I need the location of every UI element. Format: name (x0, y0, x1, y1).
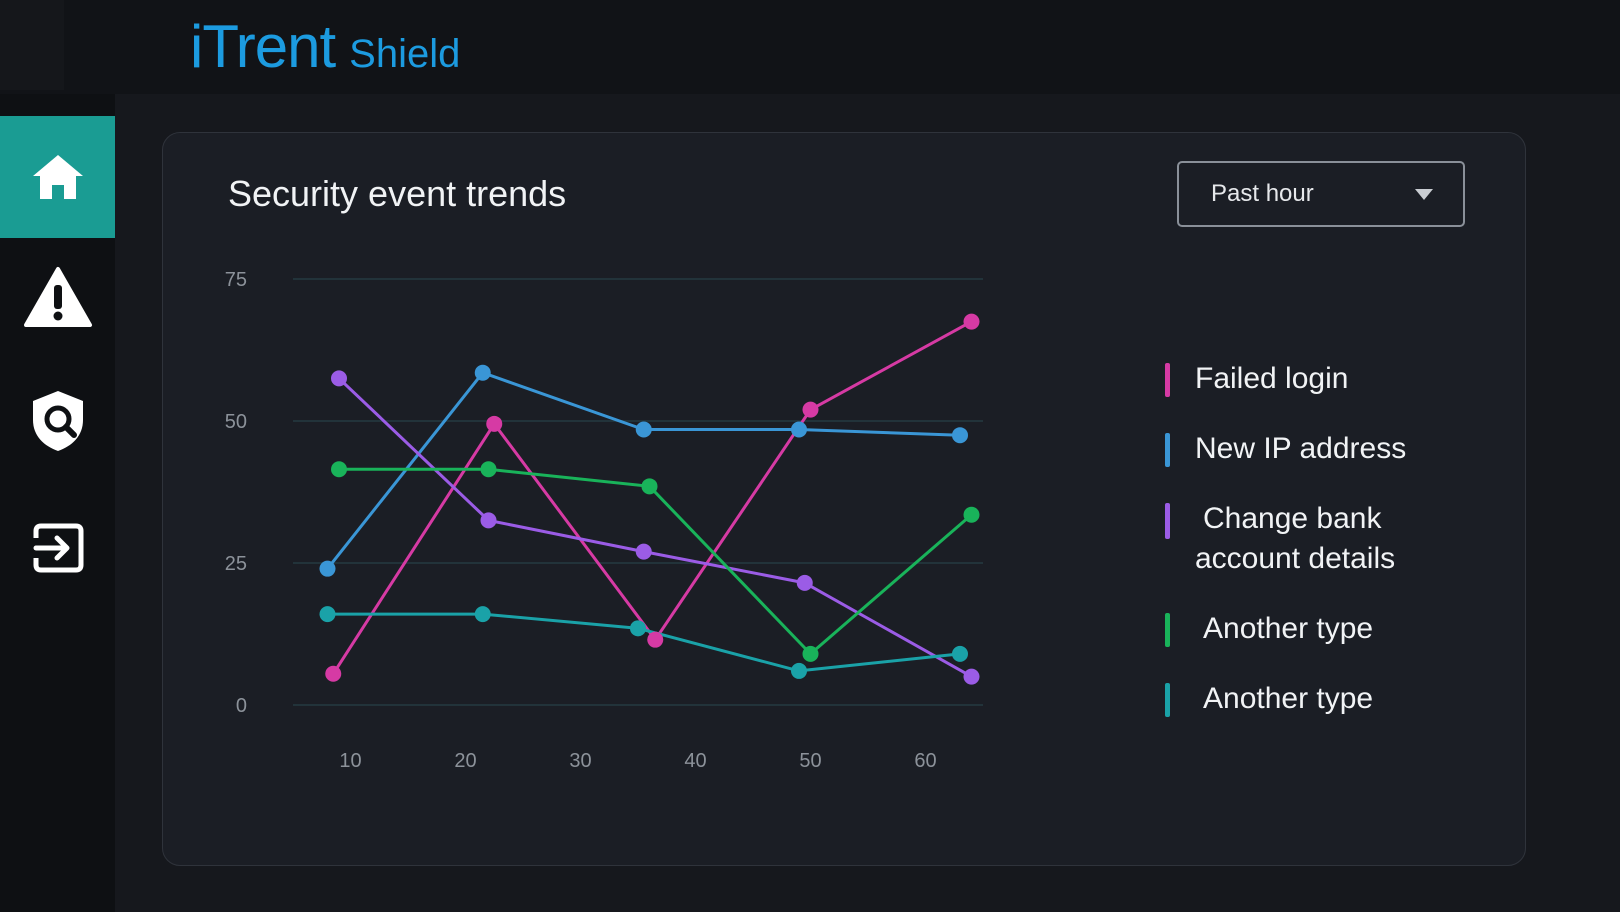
legend-item: Another type (1165, 609, 1505, 649)
y-tick-label: 25 (225, 553, 247, 575)
data-point-series-4 (802, 645, 819, 662)
x-tick-label: 30 (569, 750, 591, 772)
series-line-1 (331, 320, 973, 676)
legend-item: Another type (1165, 679, 1505, 719)
x-tick-label: 50 (799, 750, 821, 772)
data-point-series-1 (486, 415, 503, 432)
data-point-series-1 (963, 313, 980, 330)
top-bar: iTrent Shield (0, 0, 1620, 95)
legend-item: Failed login (1165, 359, 1505, 399)
data-point-series-3 (963, 668, 980, 685)
data-point-series-1 (647, 631, 664, 648)
data-point-series-4 (641, 478, 658, 495)
sidebar-item-alerts[interactable] (0, 236, 115, 358)
time-range-value: Past hour (1211, 180, 1314, 207)
legend-item: Change bank account details (1165, 499, 1455, 579)
sidebar-item-home[interactable] (0, 116, 115, 238)
sidebar-item-security-scan[interactable] (0, 360, 115, 482)
legend-label: Change bank account details (1195, 502, 1396, 575)
data-point-series-2 (319, 560, 336, 577)
data-point-series-5 (319, 606, 336, 623)
data-point-series-2 (635, 421, 652, 438)
top-bar-corner (0, 0, 64, 90)
security-trends-card: Security event trends Past hour 0 25 50 75 1… (162, 132, 1526, 866)
legend-swatch (1165, 433, 1170, 467)
legend-swatch (1165, 363, 1170, 397)
x-tick-label: 20 (454, 750, 476, 772)
data-point-series-1 (802, 401, 819, 418)
x-tick-label: 10 (339, 750, 361, 772)
brand-product: Shield (349, 32, 461, 76)
legend-label: New IP address (1195, 432, 1407, 465)
data-point-series-5 (791, 662, 807, 679)
logout-icon (33, 523, 83, 573)
data-point-series-3 (331, 370, 347, 387)
warning-icon (23, 267, 92, 327)
legend-label: Failed login (1195, 362, 1349, 395)
legend-swatch (1165, 613, 1170, 647)
data-point-series-3 (796, 574, 813, 591)
chart-legend: Failed login New IP address Change bank ac… (1165, 359, 1505, 749)
card-title: Security event trends (228, 173, 567, 214)
data-point-series-4 (480, 461, 497, 478)
legend-label: Another type (1203, 612, 1374, 645)
chevron-down-icon (1415, 189, 1433, 200)
data-point-series-5 (474, 606, 491, 623)
time-range-dropdown[interactable]: Past hour (1177, 161, 1465, 227)
y-tick-label: 50 (225, 411, 247, 433)
legend-swatch (1165, 503, 1170, 539)
legend-item: New IP address (1165, 429, 1505, 469)
series-line-4 (337, 467, 973, 656)
y-tick-label: 0 (236, 695, 247, 717)
y-tick-label: 75 (225, 269, 247, 291)
sidebar (0, 94, 115, 912)
data-point-series-2 (474, 364, 491, 381)
x-tick-label: 60 (914, 750, 936, 772)
x-tick-label: 40 (684, 750, 706, 772)
data-point-series-4 (331, 461, 347, 478)
legend-swatch (1165, 683, 1170, 717)
legend-label: Another type (1203, 682, 1374, 715)
line-chart: 0 25 50 75 10 20 30 40 50 60 (225, 269, 983, 772)
home-icon (32, 155, 83, 199)
data-point-series-4 (963, 506, 980, 523)
data-point-series-5 (952, 645, 968, 662)
brand-name: iTrent (190, 13, 336, 80)
data-point-series-3 (480, 512, 497, 529)
data-point-series-2 (791, 421, 807, 438)
data-point-series-3 (635, 543, 652, 560)
brand-logo[interactable]: iTrent Shield (190, 12, 460, 81)
sidebar-item-logout[interactable] (0, 487, 115, 609)
data-point-series-2 (952, 427, 968, 444)
data-point-series-1 (325, 665, 342, 682)
shield-search-icon (32, 391, 83, 451)
data-point-series-5 (630, 620, 646, 637)
